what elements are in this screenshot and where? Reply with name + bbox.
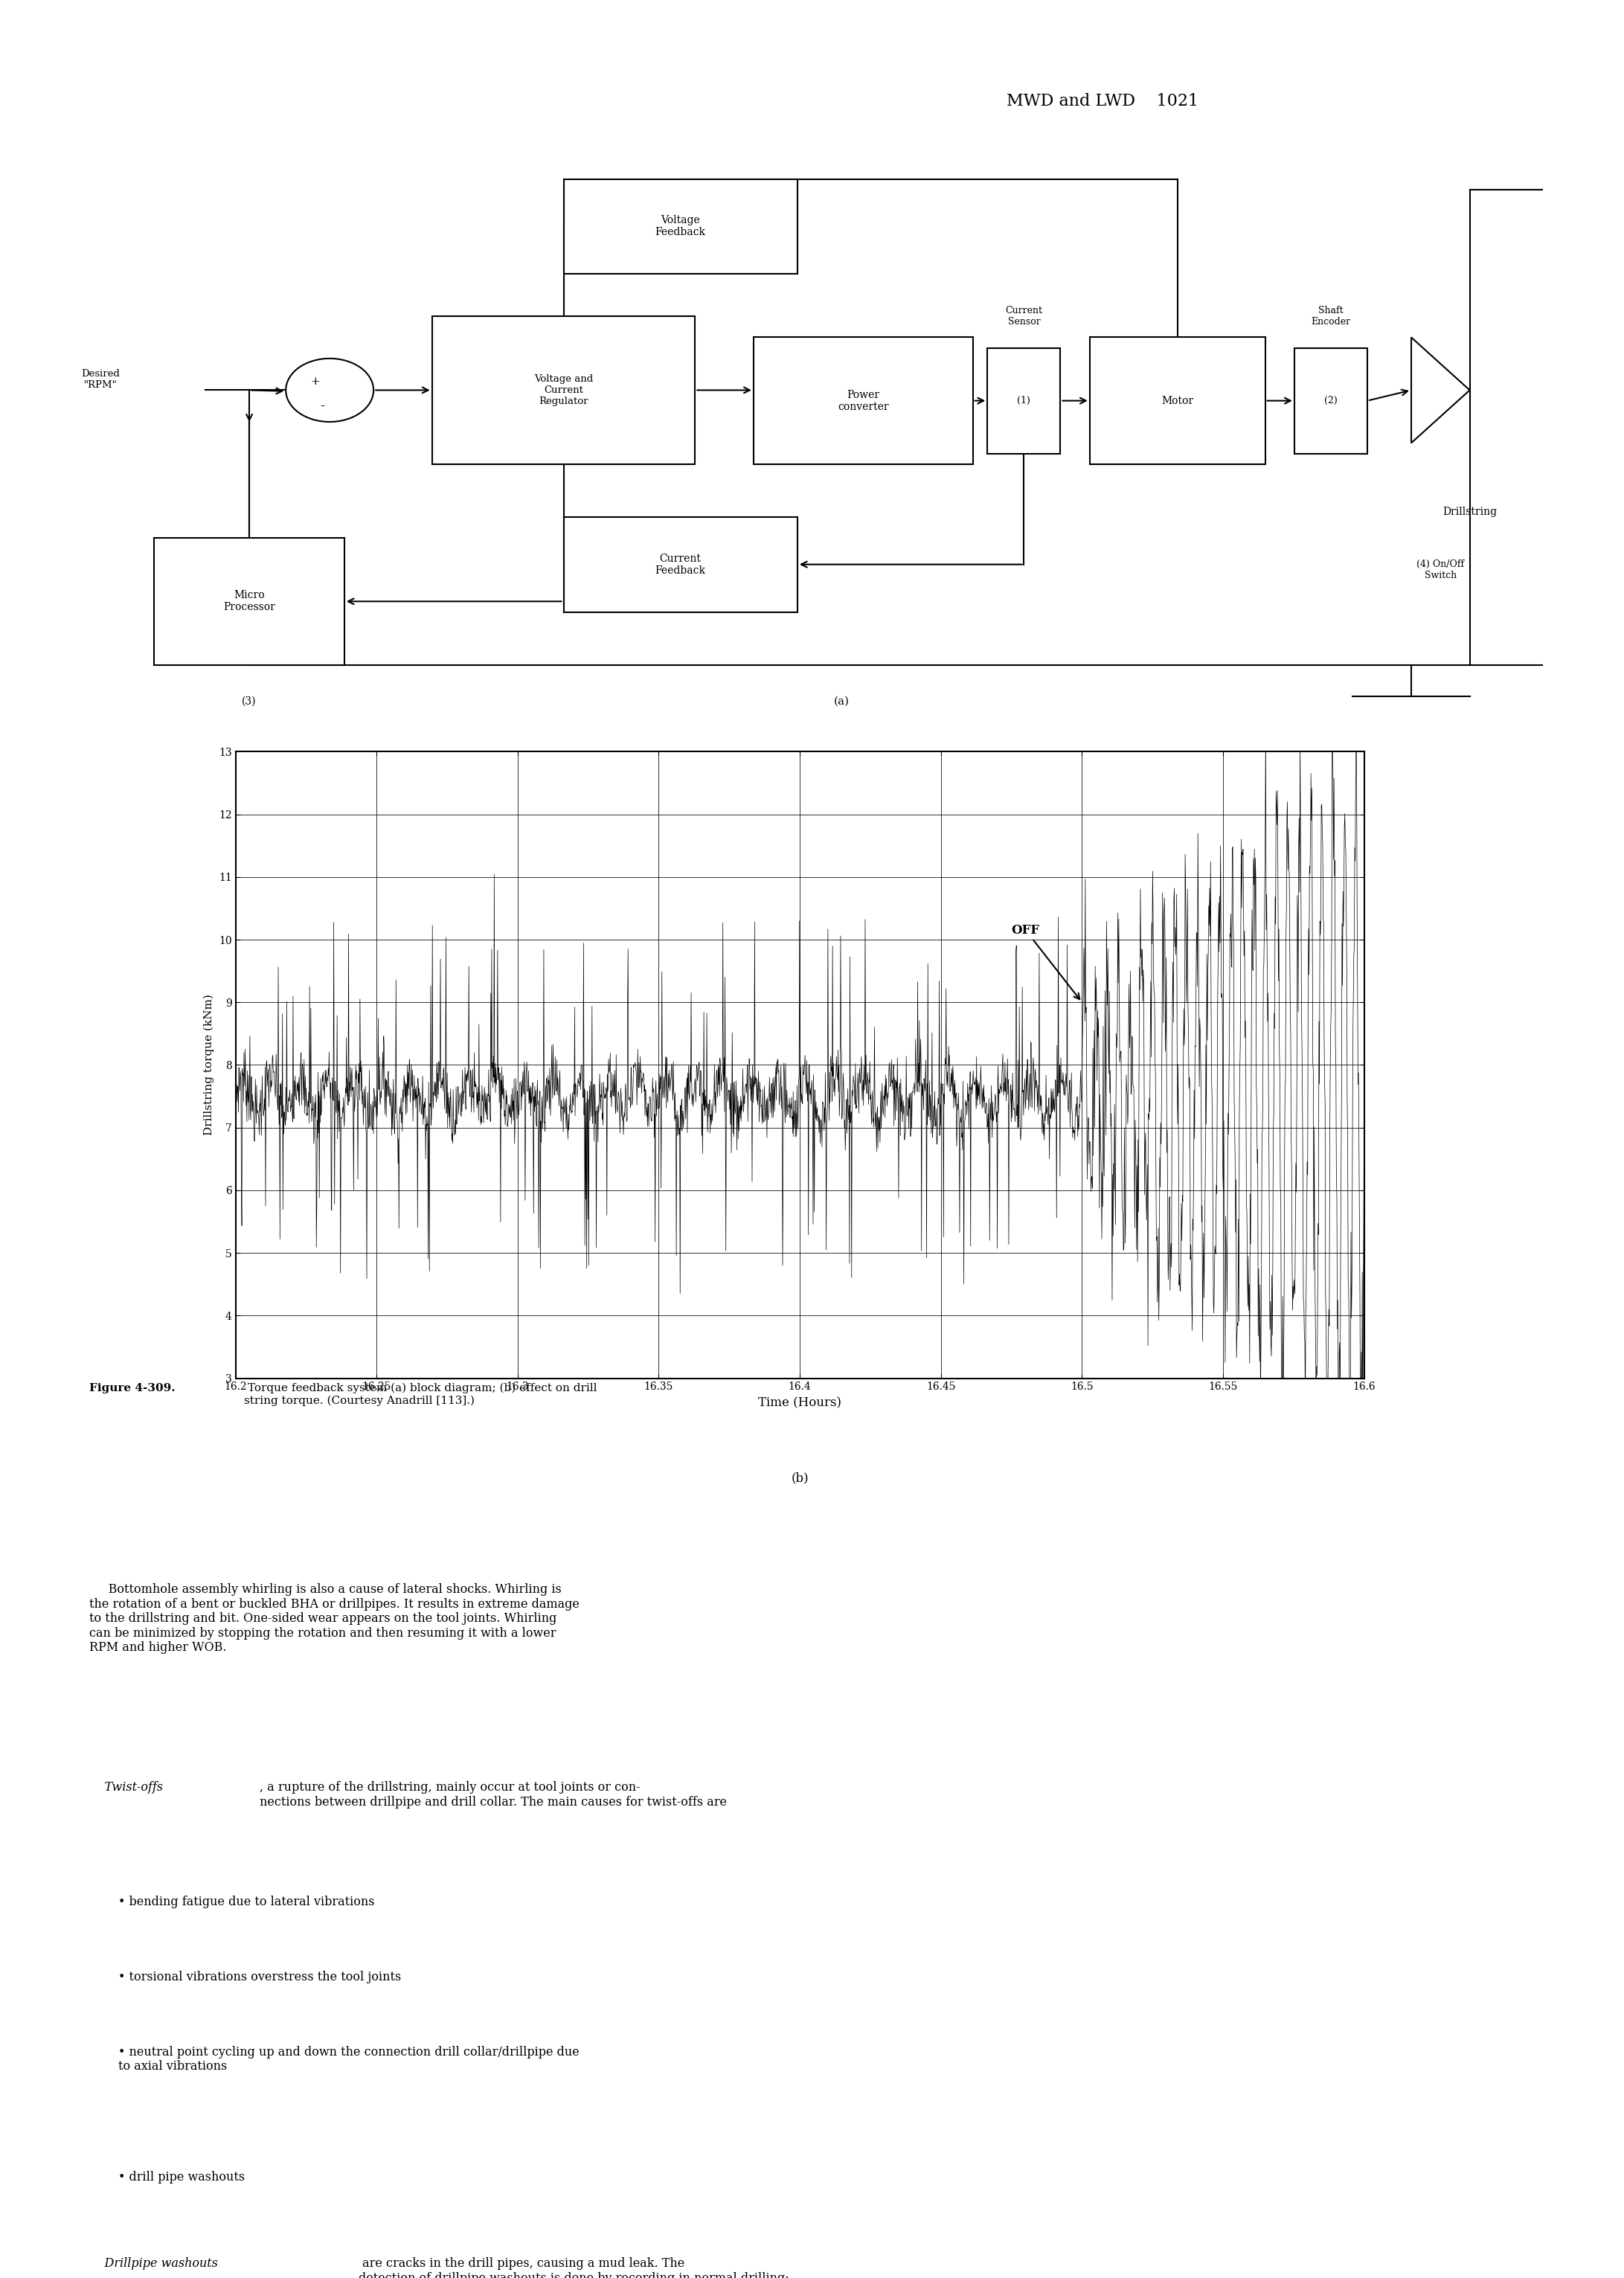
Bar	[987, 349, 1060, 453]
Text: Shaft
Encoder: Shaft Encoder	[1311, 305, 1351, 326]
Text: • neutral point cycling up and down the connection drill collar/drillpipe due
to: • neutral point cycling up and down the …	[119, 2046, 580, 2073]
Circle shape	[286, 358, 374, 421]
Text: Power
converter: Power converter	[838, 390, 888, 412]
Text: Twist-offs: Twist-offs	[89, 1781, 162, 1795]
Text: Bottomhole assembly whirling is also a cause of lateral shocks. Whirling is
the : Bottomhole assembly whirling is also a c…	[89, 1583, 580, 1654]
Text: Current
Sensor: Current Sensor	[1005, 305, 1043, 326]
Bar	[564, 517, 797, 613]
Text: Current
Feedback: Current Feedback	[654, 554, 706, 576]
Y-axis label: Drillstring torque (kNm): Drillstring torque (kNm)	[205, 993, 214, 1137]
Bar	[154, 538, 344, 665]
Text: (4) On/Off
Switch: (4) On/Off Switch	[1416, 558, 1465, 581]
Text: • drill pipe washouts: • drill pipe washouts	[119, 2171, 245, 2185]
Polygon shape	[1411, 337, 1470, 442]
Text: MWD and LWD    1021: MWD and LWD 1021	[1007, 93, 1199, 109]
Text: -: -	[320, 399, 325, 412]
Text: Motor: Motor	[1161, 396, 1194, 405]
Text: , a rupture of the drillstring, mainly occur at tool joints or con-
nections bet: , a rupture of the drillstring, mainly o…	[260, 1781, 728, 1809]
Text: • torsional vibrations overstress the tool joints: • torsional vibrations overstress the to…	[119, 1970, 401, 1984]
Text: are cracks in the drill pipes, causing a mud leak. The
detection of drillpipe wa: are cracks in the drill pipes, causing a…	[359, 2257, 789, 2278]
Text: Desired
"RPM": Desired "RPM"	[81, 369, 120, 390]
Text: Voltage and
Current
Regulator: Voltage and Current Regulator	[534, 374, 593, 405]
Bar	[1294, 349, 1367, 453]
Bar	[432, 317, 695, 465]
Bar	[754, 337, 973, 465]
Text: OFF: OFF	[1012, 925, 1080, 1000]
X-axis label: Time (Hours): Time (Hours)	[758, 1396, 841, 1410]
Text: Figure 4-309.: Figure 4-309.	[89, 1383, 175, 1394]
Text: (1): (1)	[1017, 396, 1031, 405]
Text: Micro
Processor: Micro Processor	[222, 590, 276, 613]
Text: (a): (a)	[833, 697, 849, 706]
Text: (3): (3)	[242, 697, 257, 706]
Text: Drillpipe washouts: Drillpipe washouts	[89, 2257, 218, 2271]
Text: +: +	[310, 376, 320, 387]
Bar	[1090, 337, 1265, 465]
Text: • bending fatigue due to lateral vibrations: • bending fatigue due to lateral vibrati…	[119, 1895, 375, 1909]
Text: (b): (b)	[791, 1472, 809, 1485]
Text: Torque feedback system (a) block diagram; (b) effect on drill
string torque. (Co: Torque feedback system (a) block diagram…	[244, 1383, 596, 1406]
Text: (2): (2)	[1324, 396, 1338, 405]
Text: Voltage
Feedback: Voltage Feedback	[654, 214, 706, 237]
Text: Drillstring: Drillstring	[1442, 506, 1497, 517]
Bar	[564, 180, 797, 273]
